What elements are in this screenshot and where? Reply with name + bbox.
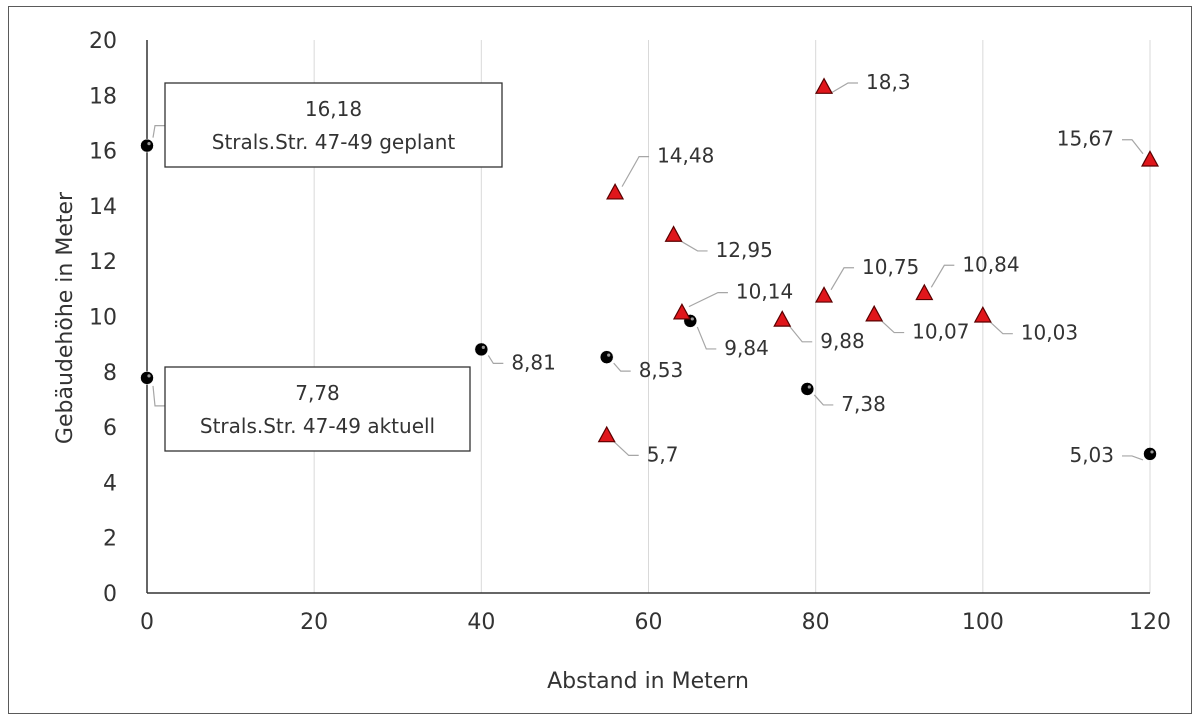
data-point-triangle (815, 77, 834, 94)
data-point-triangle (815, 286, 834, 303)
label-leader-line (696, 326, 717, 350)
label-leader-line (487, 355, 504, 365)
y-tick-label: 18 (89, 84, 117, 109)
data-point-triangle (664, 225, 683, 242)
x-tick-label: 100 (962, 610, 1004, 635)
data-label: 12,95 (716, 238, 773, 262)
data-label: 9,84 (724, 336, 769, 360)
data-point-highlight (1150, 450, 1154, 454)
label-leader-line (688, 292, 728, 308)
data-point-triangle (865, 304, 884, 322)
x-tick-label: 0 (140, 610, 154, 635)
data-point-circle (140, 138, 154, 153)
data-point-circle (1143, 447, 1157, 461)
data-label: 18,3 (866, 70, 911, 94)
data-point-highlight (690, 317, 694, 321)
callout-caption: Strals.Str. 47-49 aktuell (200, 414, 435, 438)
data-point-highlight (481, 345, 485, 350)
y-tick-label: 12 (89, 250, 117, 275)
data-label: 8,81 (511, 350, 556, 374)
label-leader-line (830, 267, 855, 291)
callout-box (164, 82, 503, 168)
callout-value: 7,78 (295, 381, 340, 405)
data-label: 7,38 (841, 392, 886, 416)
x-axis-title: Abstand in Metern (547, 669, 749, 694)
data-label: 10,84 (962, 252, 1019, 276)
y-tick-label: 6 (103, 416, 117, 441)
label-leader-line (1122, 139, 1144, 155)
label-leader-line (813, 394, 834, 406)
label-leader-line (613, 362, 631, 372)
label-leader-line (830, 82, 859, 94)
x-tick-label: 60 (635, 610, 663, 635)
y-tick-label: 0 (103, 582, 117, 607)
data-point-circle (140, 371, 154, 385)
data-point-triangle (597, 425, 616, 443)
y-axis-title: Gebäudehöhe in Meter (53, 191, 78, 444)
data-point-triangle (773, 310, 792, 327)
y-tick-label: 10 (89, 306, 117, 331)
data-point-triangle (1140, 150, 1160, 167)
data-label: 5,7 (647, 442, 679, 466)
data-point-circle (800, 382, 815, 396)
data-label: 10,07 (912, 320, 969, 344)
data-point-highlight (607, 353, 611, 357)
x-tick-label: 20 (300, 610, 328, 635)
data-point-highlight (147, 374, 151, 378)
y-tick-label: 8 (103, 361, 117, 386)
callout-caption: Strals.Str. 47-49 geplant (212, 130, 456, 154)
data-label: 10,75 (862, 255, 919, 279)
label-leader-line (613, 440, 639, 456)
data-label: 10,14 (736, 280, 793, 304)
data-point-highlight (807, 385, 811, 389)
data-label: 10,03 (1021, 321, 1078, 345)
data-point-circle (474, 342, 489, 357)
callout-box (164, 366, 471, 452)
callout-leader-line (152, 385, 165, 407)
y-tick-label: 14 (89, 195, 117, 220)
data-point-triangle (915, 283, 934, 301)
data-point-triangle (973, 306, 992, 323)
x-tick-label: 120 (1129, 610, 1171, 635)
label-leader-line (788, 325, 813, 343)
data-label: 15,67 (1057, 127, 1114, 151)
label-leader-line (1122, 455, 1144, 461)
data-label: 14,48 (657, 144, 714, 168)
data-point-highlight (147, 142, 151, 146)
data-point-circle (599, 350, 614, 364)
data-label: 9,88 (820, 329, 865, 353)
y-tick-label: 20 (89, 29, 117, 54)
label-leader-line (680, 240, 708, 252)
data-label: 5,03 (1069, 443, 1114, 467)
data-point-triangle (672, 302, 691, 320)
x-tick-label: 80 (802, 610, 830, 635)
label-leader-line (930, 264, 955, 288)
label-leader-line (989, 321, 1013, 335)
y-tick-label: 4 (103, 471, 117, 496)
label-leader-line (621, 156, 650, 187)
label-leader-line (880, 320, 905, 334)
y-tick-label: 16 (89, 140, 117, 165)
callout-leader-line (152, 125, 165, 138)
y-tick-label: 2 (103, 527, 117, 552)
data-label: 8,53 (639, 358, 684, 382)
callout-value: 16,18 (305, 97, 362, 121)
x-tick-label: 40 (467, 610, 495, 635)
data-point-triangle (606, 182, 625, 200)
